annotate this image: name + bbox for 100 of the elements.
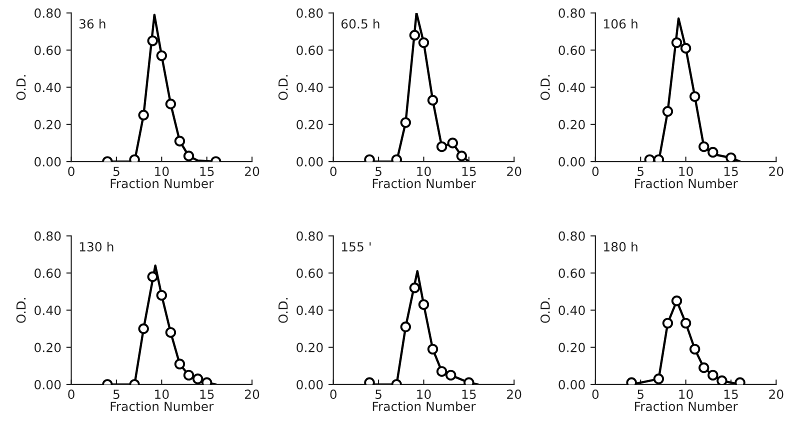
- y-tick-label: 0.80: [34, 8, 61, 18]
- point: [156, 50, 168, 62]
- y-tick-label: 0.20: [34, 342, 61, 352]
- point: [427, 344, 438, 355]
- point: [183, 370, 194, 381]
- x-tick-label: 10: [679, 390, 693, 400]
- point: [436, 366, 448, 377]
- y-tick-label: 0.00: [296, 380, 323, 390]
- point: [147, 35, 158, 46]
- point: [174, 136, 186, 146]
- point: [165, 98, 176, 110]
- y-tick-label: 0.80: [34, 231, 61, 241]
- chart-title: 155 ': [342, 242, 371, 252]
- point: [192, 374, 204, 384]
- point: [698, 141, 710, 152]
- point: [708, 146, 718, 158]
- y-axis-title: O.D.: [16, 75, 26, 100]
- y-tick-label: 0.60: [558, 46, 585, 56]
- x-tick-label: 15: [200, 166, 214, 176]
- y-tick-label: 0.60: [34, 268, 61, 278]
- x-axis-title: Fraction Number: [372, 178, 476, 188]
- y-tick-label: 0.40: [558, 306, 585, 316]
- point: [726, 152, 736, 162]
- x-tick-label: 5: [638, 166, 644, 176]
- point: [662, 106, 674, 117]
- point: [409, 282, 420, 294]
- x-tick-label: 15: [724, 166, 738, 176]
- y-axis-title: O.D.: [278, 75, 288, 100]
- y-tick-label: 0.80: [296, 8, 323, 18]
- y-tick-label: 0.40: [296, 306, 323, 316]
- point: [680, 42, 692, 54]
- y-tick-label: 0.80: [558, 8, 585, 18]
- x-tick-label: 15: [462, 166, 476, 176]
- x-tick-label: 5: [376, 166, 382, 176]
- y-tick-label: 0.00: [296, 157, 323, 166]
- x-tick-label: 20: [507, 390, 522, 400]
- point: [138, 110, 149, 120]
- x-tick-label: 10: [155, 166, 169, 176]
- x-tick-label: 20: [769, 166, 784, 176]
- point: [708, 370, 718, 381]
- x-tick-label: 5: [376, 390, 382, 400]
- point: [662, 318, 674, 329]
- point: [698, 362, 710, 374]
- point: [716, 375, 728, 384]
- y-tick-label: 0.60: [558, 268, 585, 278]
- point: [447, 138, 458, 148]
- point: [156, 290, 168, 301]
- y-tick-label: 0.80: [558, 231, 585, 241]
- point: [409, 30, 420, 41]
- y-axis-title: O.D.: [278, 298, 288, 323]
- x-tick-label: 20: [507, 166, 522, 176]
- y-tick-label: 0.20: [558, 342, 585, 352]
- x-tick-label: 0: [68, 390, 74, 400]
- chart-title: 130 h: [80, 242, 114, 252]
- point: [680, 318, 692, 329]
- x-tick-label: 5: [113, 166, 120, 176]
- chart-title: 106 h: [604, 18, 638, 29]
- x-tick-label: 15: [462, 390, 476, 400]
- y-tick-label: 0.20: [558, 120, 585, 130]
- y-tick-label: 0.00: [558, 380, 585, 390]
- y-tick-label: 0.40: [558, 82, 585, 92]
- point: [671, 296, 682, 306]
- point: [436, 141, 448, 152]
- x-axis-title: Fraction Number: [110, 178, 214, 188]
- y-axis-title: O.D.: [540, 298, 550, 323]
- y-tick-label: 0.40: [34, 306, 61, 316]
- y-tick-label: 0.80: [296, 231, 323, 241]
- x-tick-label: 10: [155, 390, 169, 400]
- point: [418, 37, 430, 48]
- chart-title: 36 h: [79, 18, 106, 29]
- x-tick-label: 0: [592, 390, 599, 400]
- chart-title: 60.5 h: [341, 18, 380, 29]
- x-tick-label: 20: [244, 390, 260, 400]
- point: [418, 299, 430, 310]
- x-axis-title: Fraction Number: [110, 401, 214, 412]
- point: [138, 323, 149, 334]
- point: [671, 37, 682, 48]
- x-axis-title: Fraction Number: [634, 178, 738, 188]
- y-axis-title: O.D.: [540, 75, 550, 100]
- y-tick-label: 0.60: [296, 46, 323, 56]
- x-tick-label: 5: [638, 390, 644, 400]
- x-tick-label: 0: [330, 166, 336, 176]
- point: [165, 327, 176, 338]
- x-tick-label: 0: [68, 166, 74, 176]
- y-tick-label: 0.00: [34, 380, 61, 390]
- point: [456, 150, 468, 162]
- y-tick-label: 0.20: [296, 120, 323, 130]
- y-axis-title: O.D.: [16, 298, 26, 323]
- y-tick-label: 0.20: [296, 342, 323, 352]
- y-tick-label: 0.00: [34, 157, 61, 166]
- x-tick-label: 0: [592, 166, 599, 176]
- y-tick-label: 0.60: [34, 46, 61, 56]
- point: [183, 150, 194, 162]
- point: [689, 91, 700, 102]
- x-tick-label: 0: [330, 390, 336, 400]
- x-tick-label: 20: [244, 166, 260, 176]
- point: [174, 358, 186, 370]
- point: [427, 94, 438, 106]
- x-tick-label: 10: [417, 390, 431, 400]
- y-tick-label: 0.40: [296, 82, 323, 92]
